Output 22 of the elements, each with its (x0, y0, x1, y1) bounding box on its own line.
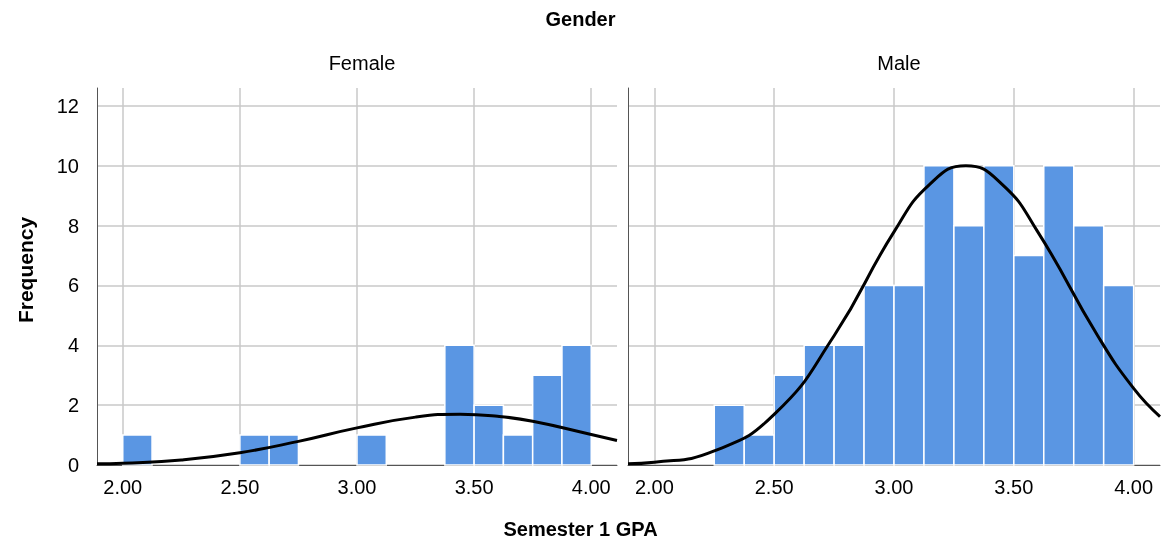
y-tick-label: 0 (67, 454, 79, 476)
x-tick-label: 2.50 (754, 476, 794, 498)
x-tick-label: 2.50 (220, 476, 260, 498)
y-tick-label: 2 (67, 394, 79, 417)
y-tick-label: 12 (56, 94, 79, 117)
y-tick-label: 10 (56, 154, 79, 177)
x-tick-label: 4.00 (1114, 476, 1154, 498)
x-axis-title: Semester 1 GPA (502, 518, 659, 541)
y-axis-title: Frequency (14, 216, 38, 324)
x-tick-label: 4.00 (571, 476, 611, 498)
chart-subtitle: Female (328, 52, 396, 74)
chart-title: Gender (544, 8, 617, 31)
x-tick-label: 3.50 (454, 476, 494, 498)
x-tick-label: 3.00 (874, 476, 914, 498)
y-tick-label: 4 (67, 334, 79, 357)
chart-subtitle: Male (877, 52, 921, 74)
y-tick-label: 6 (67, 274, 79, 297)
x-tick-label: 2.00 (103, 476, 143, 498)
x-tick-label: 3.50 (994, 476, 1034, 498)
x-tick-label: 3.00 (337, 476, 377, 498)
x-tick-label: 2.00 (634, 476, 674, 498)
y-tick-label: 8 (67, 214, 79, 237)
